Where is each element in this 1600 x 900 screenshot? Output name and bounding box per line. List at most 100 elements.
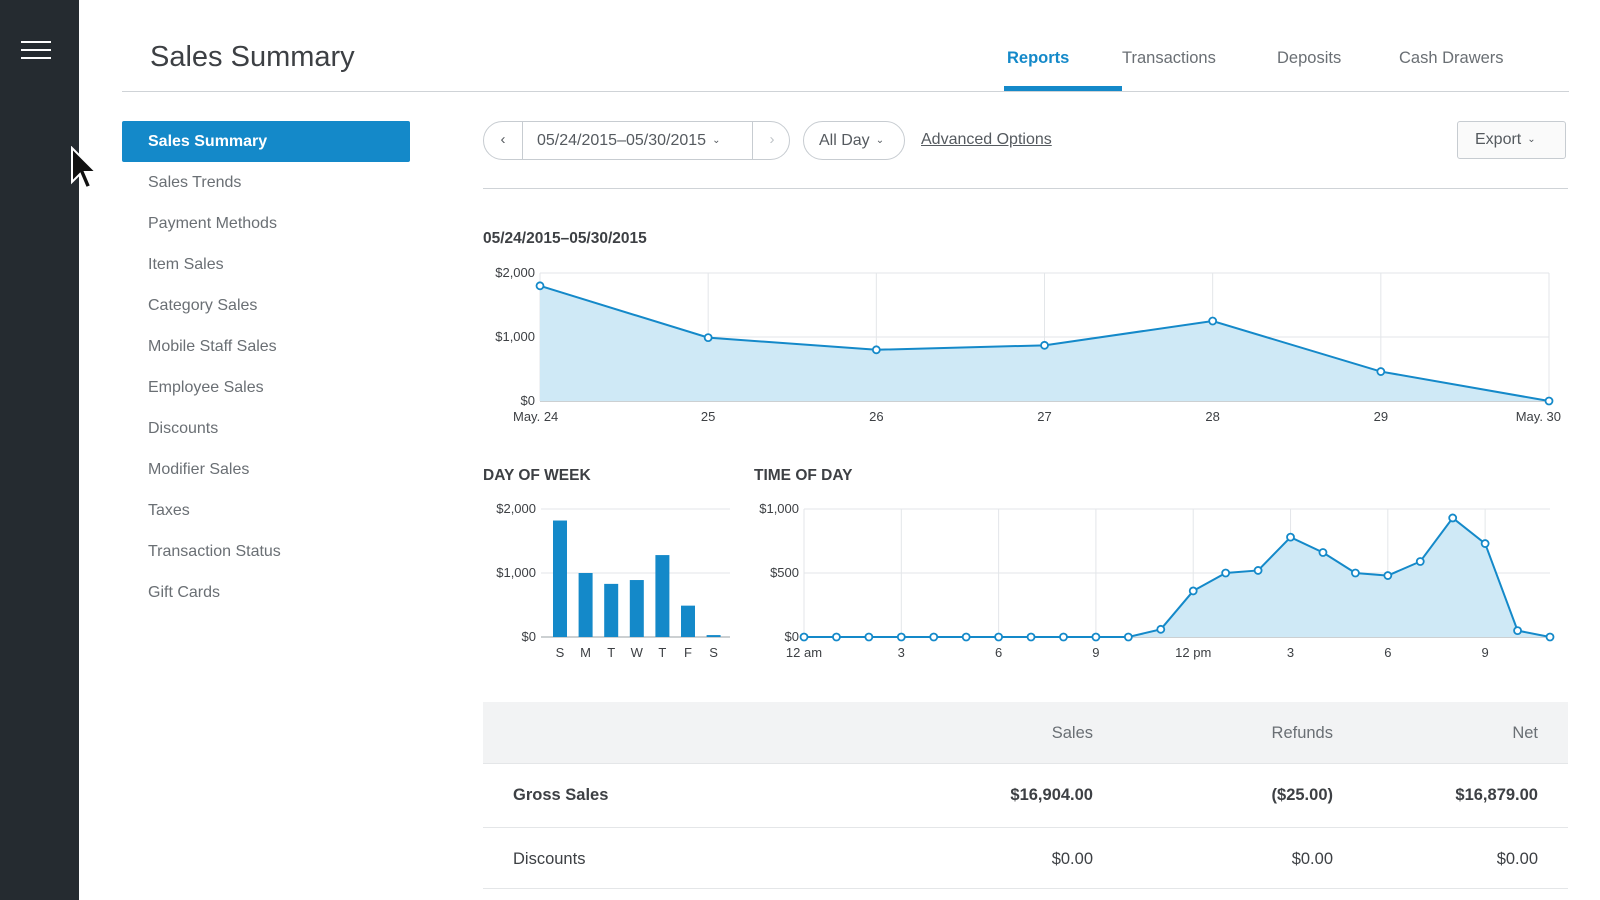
table-row: Gross Sales $16,904.00 ($25.00) $16,879.… xyxy=(483,763,1568,827)
tod-data-point xyxy=(1286,532,1295,542)
advanced-options-link[interactable]: Advanced Options xyxy=(921,131,1052,148)
tod-data-point xyxy=(1350,568,1360,578)
sidebar-item-taxes[interactable]: Taxes xyxy=(148,502,190,519)
tod-y-tick-label: $1,000 xyxy=(759,501,799,516)
column-header-net: Net xyxy=(1512,724,1538,742)
sidebar-item-sales-trends[interactable]: Sales Trends xyxy=(148,174,242,191)
tod-x-tick-label: 3 xyxy=(1287,645,1294,660)
tod-data-point xyxy=(864,632,874,642)
tod-series-line xyxy=(804,516,1551,638)
date-range-value: 05/24/2015–05/30/2015 xyxy=(537,132,707,149)
tod-data-point xyxy=(896,632,906,642)
page-title: Sales Summary xyxy=(150,41,355,73)
tod-data-point xyxy=(929,632,939,642)
sidebar-item-item-sales[interactable]: Item Sales xyxy=(148,256,224,273)
app-rail xyxy=(0,0,79,900)
refunds-value: ($25.00) xyxy=(1271,786,1333,804)
dow-bar xyxy=(578,573,593,637)
dow-x-tick-label: W xyxy=(631,645,644,660)
tod-data-point xyxy=(961,632,971,642)
tod-data-point xyxy=(1091,632,1101,642)
tod-data-point xyxy=(994,632,1004,642)
daily-data-point xyxy=(1208,316,1218,326)
date-range-select[interactable]: 05/24/2015–05/30/2015 ⌄ xyxy=(524,122,753,159)
column-header-refunds: Refunds xyxy=(1271,724,1333,742)
chevron-left-icon[interactable]: ‹ xyxy=(484,122,523,159)
column-header-sales: Sales xyxy=(1051,724,1093,742)
filters-divider xyxy=(483,188,1568,189)
report-tabs: Reports Transactions Deposits Cash Drawe… xyxy=(1003,0,1568,92)
daily-x-tick-label: 28 xyxy=(1205,409,1219,424)
day-of-week-title: DAY OF WEEK xyxy=(483,467,591,484)
tod-data-point xyxy=(1221,568,1231,578)
sidebar-item-gift-cards[interactable]: Gift Cards xyxy=(148,584,221,601)
chevron-down-icon: ⌄ xyxy=(875,135,885,147)
sidebar-item-discounts[interactable]: Discounts xyxy=(148,420,219,437)
tod-data-point xyxy=(1415,557,1425,566)
sidebar-item-mobile-staff-sales[interactable]: Mobile Staff Sales xyxy=(148,338,277,355)
tod-x-tick-label: 12 am xyxy=(786,645,822,660)
daily-data-point xyxy=(871,345,881,355)
daily-x-tick-label: 26 xyxy=(869,409,883,424)
dow-bar xyxy=(629,580,644,637)
tod-data-point xyxy=(1253,566,1263,575)
sidebar-item-transaction-status[interactable]: Transaction Status xyxy=(148,543,281,560)
daily-data-point xyxy=(535,281,545,291)
tod-data-point xyxy=(1480,539,1490,548)
sidebar-item-sales-summary[interactable]: Sales Summary xyxy=(122,121,410,162)
dow-bar xyxy=(706,635,721,637)
dow-x-tick-label: S xyxy=(709,645,718,660)
tod-data-point xyxy=(1188,586,1198,596)
tab-transactions[interactable]: Transactions xyxy=(1122,49,1216,67)
dow-x-tick-label: S xyxy=(556,645,565,660)
tod-data-point xyxy=(1545,632,1555,642)
active-tab-indicator xyxy=(1004,86,1122,91)
daily-data-point xyxy=(703,333,713,343)
dow-x-tick-label: T xyxy=(658,645,666,660)
dow-bar xyxy=(681,605,695,637)
sidebar-item-category-sales[interactable]: Category Sales xyxy=(148,297,258,314)
table-row: Discounts $0.00 $0.00 $0.00 xyxy=(483,827,1568,889)
sidebar-item-modifier-sales[interactable]: Modifier Sales xyxy=(148,461,250,478)
tod-y-tick-label: $500 xyxy=(770,565,799,580)
tod-x-tick-label: 9 xyxy=(1092,645,1099,660)
dow-x-tick-label: T xyxy=(607,645,615,660)
tod-data-point xyxy=(1026,632,1036,642)
sales-value: $0.00 xyxy=(1051,850,1093,868)
hamburger-menu-icon[interactable] xyxy=(20,41,52,63)
daily-y-tick-label: $0 xyxy=(521,393,535,408)
tab-cash-drawers[interactable]: Cash Drawers xyxy=(1399,49,1504,67)
dow-bar xyxy=(604,583,619,637)
sidebar-item-payment-methods[interactable]: Payment Methods xyxy=(148,215,277,232)
daily-y-tick-label: $1,000 xyxy=(495,329,535,344)
time-of-day-title: TIME OF DAY xyxy=(754,467,853,484)
dow-y-tick-label: $1,000 xyxy=(496,565,536,580)
daily-x-tick-label: 29 xyxy=(1374,409,1388,424)
chevron-right-icon[interactable]: › xyxy=(769,131,775,148)
export-button[interactable]: Export ⌄ xyxy=(1457,121,1566,159)
header-divider xyxy=(122,91,1569,92)
tod-data-point xyxy=(1123,632,1133,642)
chevron-down-icon: ⌄ xyxy=(712,135,721,147)
dow-x-tick-label: F xyxy=(684,645,692,660)
tab-deposits[interactable]: Deposits xyxy=(1277,49,1342,67)
daily-x-tick-label: 27 xyxy=(1037,409,1051,424)
time-range-select[interactable]: All Day ⌄ xyxy=(803,121,905,160)
refunds-value: $0.00 xyxy=(1291,850,1333,868)
dow-bar xyxy=(655,555,670,637)
sales-value: $16,904.00 xyxy=(1010,786,1093,804)
tod-data-point xyxy=(1318,548,1328,557)
daily-area-fill xyxy=(540,285,1549,401)
sidebar-item-employee-sales[interactable]: Employee Sales xyxy=(148,379,264,396)
mouse-cursor-icon xyxy=(71,146,98,190)
tod-x-tick-label: 12 pm xyxy=(1175,645,1211,660)
daily-data-point xyxy=(1376,367,1386,376)
date-range-picker: ‹ 05/24/2015–05/30/2015 ⌄ › xyxy=(483,121,790,160)
tab-reports[interactable]: Reports xyxy=(1007,49,1070,67)
tod-data-point xyxy=(1156,624,1166,634)
daily-x-tick-label: May. 30 xyxy=(1516,409,1561,424)
row-label: Discounts xyxy=(513,850,586,868)
